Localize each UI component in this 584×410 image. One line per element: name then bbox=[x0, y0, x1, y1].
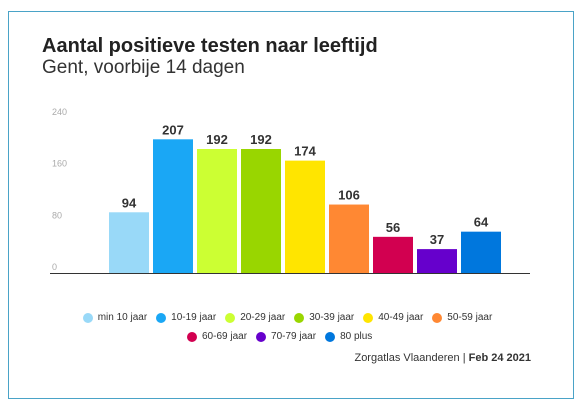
legend-label: 80 plus bbox=[340, 331, 373, 342]
data-label: 94 bbox=[122, 195, 137, 210]
legend-swatch bbox=[82, 312, 93, 323]
legend-item[interactable]: 10-19 jaar bbox=[156, 312, 216, 323]
legend-swatch bbox=[363, 312, 374, 323]
legend-item[interactable]: 40-49 jaar bbox=[363, 312, 423, 323]
bar-10-19-jaar[interactable] bbox=[153, 139, 193, 273]
legend: min 10 jaar 10-19 jaar 20-29 jaar 30-39 jaa… bbox=[0, 312, 584, 350]
data-label: 192 bbox=[206, 132, 228, 147]
legend-label: 70-79 jaar bbox=[271, 331, 317, 342]
data-label: 64 bbox=[474, 215, 489, 230]
legend-label: 10-19 jaar bbox=[171, 312, 217, 323]
legend-swatch bbox=[256, 331, 267, 342]
legend-swatch bbox=[432, 312, 443, 323]
legend-label: 40-49 jaar bbox=[378, 312, 424, 323]
data-label: 174 bbox=[294, 144, 316, 159]
legend-row-1: min 10 jaar 10-19 jaar 20-29 jaar 30-39 jaa… bbox=[0, 312, 584, 323]
legend-label: 30-39 jaar bbox=[309, 312, 355, 323]
legend-swatch bbox=[156, 312, 167, 323]
legend-item[interactable]: 60-69 jaar bbox=[187, 331, 247, 342]
legend-item[interactable]: 50-59 jaar bbox=[432, 312, 492, 323]
legend-label: 60-69 jaar bbox=[202, 331, 248, 342]
y-tick-label: 80 bbox=[52, 210, 62, 220]
legend-swatch bbox=[294, 312, 305, 323]
legend-swatch bbox=[187, 331, 197, 342]
legend-swatch bbox=[325, 331, 336, 342]
bar-50-59-jaar[interactable] bbox=[329, 204, 369, 273]
y-tick-label: 240 bbox=[52, 107, 67, 117]
data-label: 207 bbox=[162, 122, 184, 137]
bar-70-79-jaar[interactable] bbox=[417, 249, 457, 273]
legend-item[interactable]: 30-39 jaar bbox=[294, 312, 354, 323]
bar-80-plus[interactable] bbox=[461, 231, 501, 273]
legend-label: 20-29 jaar bbox=[240, 312, 286, 323]
y-tick-label: 160 bbox=[52, 159, 67, 169]
chart-subtitle: Gent, voorbije 14 dagen bbox=[42, 57, 245, 78]
legend-item[interactable]: 70-79 jaar bbox=[256, 331, 316, 342]
legend-item[interactable]: min 10 jaar bbox=[82, 312, 148, 323]
data-label: 56 bbox=[386, 220, 400, 235]
legend-label: min 10 jaar bbox=[97, 312, 148, 323]
source-name: Zorgatlas Vlaanderen | bbox=[354, 352, 469, 364]
source-credit: Zorgatlas Vlaanderen | Feb 24 2021 bbox=[354, 352, 531, 364]
legend-label: 50-59 jaar bbox=[447, 312, 493, 323]
chart-title: Aantal positieve testen naar leeftijd bbox=[42, 35, 378, 57]
bar-60-69-jaar[interactable] bbox=[373, 236, 413, 273]
data-label: 192 bbox=[250, 132, 272, 147]
legend-item[interactable]: 20-29 jaar bbox=[225, 312, 285, 323]
bar-40-49-jaar[interactable] bbox=[285, 160, 325, 273]
bar-20-29-jaar[interactable] bbox=[197, 149, 237, 273]
source-date: Feb 24 2021 bbox=[468, 352, 531, 364]
data-label: 37 bbox=[430, 232, 444, 247]
legend-item[interactable]: 80 plus bbox=[325, 331, 372, 342]
bar-30-39-jaar[interactable] bbox=[241, 149, 281, 273]
legend-swatch bbox=[225, 312, 236, 323]
y-tick-label: 0 bbox=[52, 262, 57, 272]
legend-row-2: 60-69 jaar 70-79 jaar 80 plus bbox=[0, 331, 584, 342]
bar-min-10-jaar[interactable] bbox=[109, 212, 149, 273]
data-label: 106 bbox=[338, 188, 360, 203]
